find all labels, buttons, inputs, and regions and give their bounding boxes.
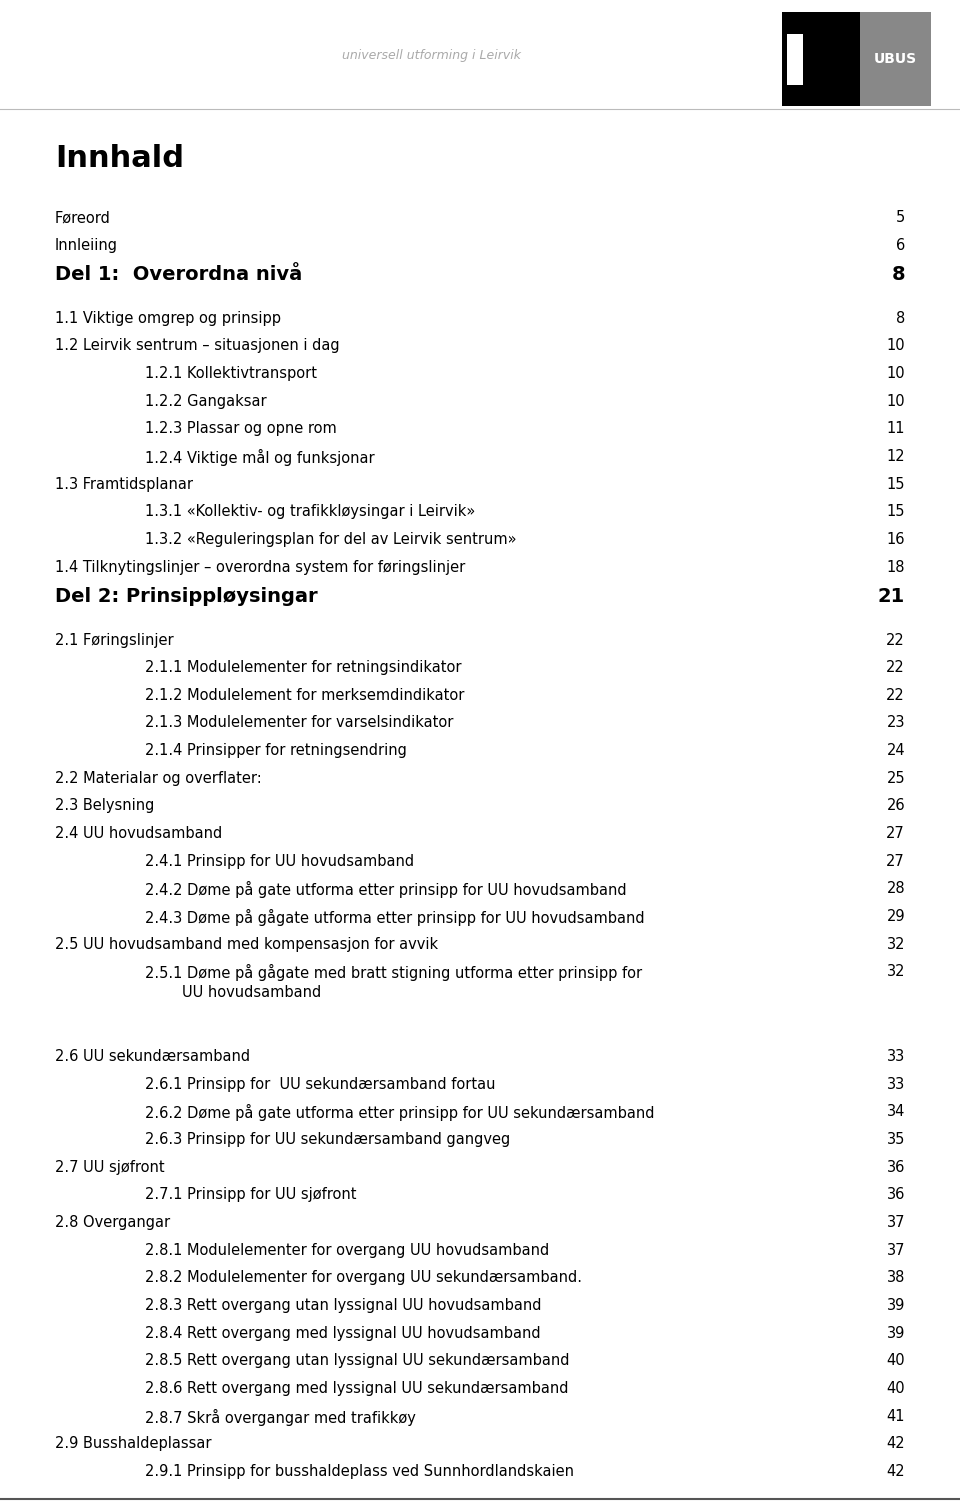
Text: 2.8.2 Modulelementer for overgang UU sekundærsamband.: 2.8.2 Modulelementer for overgang UU sek… [145, 1271, 582, 1286]
Text: 10: 10 [886, 393, 905, 408]
Text: 16: 16 [886, 532, 905, 547]
Text: 1.2 Leirvik sentrum – situasjonen i dag: 1.2 Leirvik sentrum – situasjonen i dag [55, 338, 340, 354]
Text: 1.4 Tilknytingslinjer – overordna system for føringslinjer: 1.4 Tilknytingslinjer – overordna system… [55, 559, 466, 574]
Text: 2.5.1 Døme på gågate med bratt stigning utforma etter prinsipp for
        UU ho: 2.5.1 Døme på gågate med bratt stigning … [145, 964, 642, 1000]
Text: 26: 26 [886, 798, 905, 813]
Text: 2.8.4 Rett overgang med lyssignal UU hovudsamband: 2.8.4 Rett overgang med lyssignal UU hov… [145, 1325, 540, 1340]
Text: 2.7 UU sjøfront: 2.7 UU sjøfront [55, 1159, 164, 1174]
Text: 36: 36 [887, 1188, 905, 1203]
Text: 40: 40 [886, 1354, 905, 1369]
Text: 32: 32 [886, 937, 905, 952]
Text: 28: 28 [886, 881, 905, 896]
Text: Del 2: Prinsippløysingar: Del 2: Prinsippløysingar [55, 588, 318, 606]
Text: 27: 27 [886, 827, 905, 842]
Text: Innleiing: Innleiing [55, 237, 118, 252]
Text: 2.5 UU hovudsamband med kompensasjon for avvik: 2.5 UU hovudsamband med kompensasjon for… [55, 937, 438, 952]
Text: 22: 22 [886, 633, 905, 648]
Text: 2.1.3 Modulelementer for varselsindikator: 2.1.3 Modulelementer for varselsindikato… [145, 715, 453, 730]
Text: 1.2.1 Kollektivtransport: 1.2.1 Kollektivtransport [145, 366, 317, 381]
Text: 2.3 Belysning: 2.3 Belysning [55, 798, 155, 813]
Text: 24: 24 [886, 743, 905, 759]
Text: Del 1:  Overordna nivå: Del 1: Overordna nivå [55, 266, 302, 284]
Text: 22: 22 [886, 660, 905, 675]
FancyBboxPatch shape [782, 12, 860, 106]
Text: 2.8 Overgangar: 2.8 Overgangar [55, 1215, 170, 1230]
Text: 36: 36 [887, 1159, 905, 1174]
Text: 37: 37 [886, 1242, 905, 1257]
Text: 33: 33 [887, 1077, 905, 1092]
Text: 18: 18 [886, 559, 905, 574]
Text: 2.9 Busshaldeplassar: 2.9 Busshaldeplassar [55, 1435, 211, 1451]
Text: 2.6.3 Prinsipp for UU sekundærsamband gangveg: 2.6.3 Prinsipp for UU sekundærsamband ga… [145, 1132, 511, 1147]
Text: 34: 34 [887, 1105, 905, 1120]
Text: 2.8.7 Skrå overgangar med trafikkøy: 2.8.7 Skrå overgangar med trafikkøy [145, 1408, 416, 1425]
Text: universell utforming i Leirvik: universell utforming i Leirvik [343, 50, 521, 62]
Text: 39: 39 [887, 1325, 905, 1340]
Text: 21: 21 [877, 588, 905, 606]
Text: Innhald: Innhald [55, 144, 184, 172]
Text: 22: 22 [886, 688, 905, 703]
Text: 1.2.3 Plassar og opne rom: 1.2.3 Plassar og opne rom [145, 422, 337, 437]
Text: 2.1 Føringslinjer: 2.1 Føringslinjer [55, 633, 174, 648]
Text: 35: 35 [887, 1132, 905, 1147]
Text: 33: 33 [887, 1049, 905, 1064]
Text: 1.3.1 «Kollektiv- og trafikkløysingar i Leirvik»: 1.3.1 «Kollektiv- og trafikkløysingar i … [145, 505, 475, 520]
Text: 2.8.6 Rett overgang med lyssignal UU sekundærsamband: 2.8.6 Rett overgang med lyssignal UU sek… [145, 1381, 568, 1396]
Text: 8: 8 [896, 311, 905, 326]
Text: 2.4.2 Døme på gate utforma etter prinsipp for UU hovudsamband: 2.4.2 Døme på gate utforma etter prinsip… [145, 881, 627, 899]
Text: 23: 23 [886, 715, 905, 730]
Text: 2.4.1 Prinsipp for UU hovudsamband: 2.4.1 Prinsipp for UU hovudsamband [145, 854, 414, 869]
Text: 2.1.4 Prinsipper for retningsendring: 2.1.4 Prinsipper for retningsendring [145, 743, 407, 759]
Text: Føreord: Føreord [55, 210, 110, 225]
Text: 12: 12 [886, 449, 905, 464]
Text: 40: 40 [886, 1381, 905, 1396]
Text: 41: 41 [886, 1408, 905, 1423]
Text: 42: 42 [886, 1464, 905, 1479]
Text: 2.4.3 Døme på gågate utforma etter prinsipp for UU hovudsamband: 2.4.3 Døme på gågate utforma etter prins… [145, 910, 644, 926]
Text: 10: 10 [886, 366, 905, 381]
Text: 32: 32 [886, 964, 905, 979]
Text: UBUS: UBUS [874, 51, 917, 66]
Text: 1.2.2 Gangaksar: 1.2.2 Gangaksar [145, 393, 267, 408]
Text: 8: 8 [892, 266, 905, 284]
FancyBboxPatch shape [782, 12, 931, 106]
Text: 38: 38 [887, 1271, 905, 1286]
Text: 2.6.1 Prinsipp for  UU sekundærsamband fortau: 2.6.1 Prinsipp for UU sekundærsamband fo… [145, 1077, 495, 1092]
Text: 10: 10 [886, 338, 905, 354]
Text: 2.9.1 Prinsipp for busshaldeplass ved Sunnhordlandskaien: 2.9.1 Prinsipp for busshaldeplass ved Su… [145, 1464, 574, 1479]
Text: 2.4 UU hovudsamband: 2.4 UU hovudsamband [55, 827, 223, 842]
Text: 2.7.1 Prinsipp for UU sjøfront: 2.7.1 Prinsipp for UU sjøfront [145, 1188, 356, 1203]
Text: 1.1 Viktige omgrep og prinsipp: 1.1 Viktige omgrep og prinsipp [55, 311, 281, 326]
Text: 2.8.1 Modulelementer for overgang UU hovudsamband: 2.8.1 Modulelementer for overgang UU hov… [145, 1242, 549, 1257]
Text: 15: 15 [886, 505, 905, 520]
Text: 42: 42 [886, 1435, 905, 1451]
Text: 2.6.2 Døme på gate utforma etter prinsipp for UU sekundærsamband: 2.6.2 Døme på gate utforma etter prinsip… [145, 1105, 655, 1121]
Text: 37: 37 [886, 1215, 905, 1230]
Text: 1.3.2 «Reguleringsplan for del av Leirvik sentrum»: 1.3.2 «Reguleringsplan for del av Leirvi… [145, 532, 516, 547]
Text: 11: 11 [886, 422, 905, 437]
Text: 5: 5 [896, 210, 905, 225]
Text: 2.8.5 Rett overgang utan lyssignal UU sekundærsamband: 2.8.5 Rett overgang utan lyssignal UU se… [145, 1354, 569, 1369]
Text: 2.1.1 Modulelementer for retningsindikator: 2.1.1 Modulelementer for retningsindikat… [145, 660, 462, 675]
Text: 29: 29 [886, 910, 905, 925]
Text: 1.2.4 Viktige mål og funksjonar: 1.2.4 Viktige mål og funksjonar [145, 449, 374, 465]
Text: 15: 15 [886, 476, 905, 491]
Text: 6: 6 [896, 237, 905, 252]
Text: 39: 39 [887, 1298, 905, 1313]
FancyBboxPatch shape [787, 33, 804, 85]
Text: 2.1.2 Modulelement for merksemdindikator: 2.1.2 Modulelement for merksemdindikator [145, 688, 465, 703]
Text: 2.6 UU sekundærsamband: 2.6 UU sekundærsamband [55, 1049, 251, 1064]
Text: 2.2 Materialar og overflater:: 2.2 Materialar og overflater: [55, 771, 262, 786]
Text: 1.3 Framtidsplanar: 1.3 Framtidsplanar [55, 476, 193, 491]
Text: 2.8.3 Rett overgang utan lyssignal UU hovudsamband: 2.8.3 Rett overgang utan lyssignal UU ho… [145, 1298, 541, 1313]
Text: 25: 25 [886, 771, 905, 786]
Text: 27: 27 [886, 854, 905, 869]
